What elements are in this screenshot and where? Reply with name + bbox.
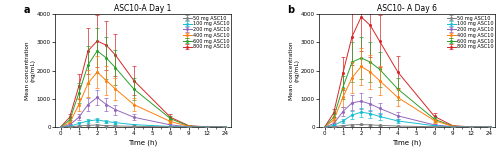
- Title: ASC10-A Day 1: ASC10-A Day 1: [114, 4, 172, 13]
- X-axis label: Time (h): Time (h): [128, 139, 158, 146]
- Text: a: a: [24, 5, 30, 15]
- Legend: 50 mg ASC10, 100 mg ASC10, 200 mg ASC10, 400 mg ASC10, 600 mg ASC10, 800 mg ASC1: 50 mg ASC10, 100 mg ASC10, 200 mg ASC10,…: [182, 15, 230, 50]
- X-axis label: Time (h): Time (h): [392, 139, 422, 146]
- Text: b: b: [288, 5, 294, 15]
- Title: ASC10- A Day 6: ASC10- A Day 6: [377, 4, 437, 13]
- Legend: 50 mg ASC10, 100 mg ASC10, 200 mg ASC10, 400 mg ASC10, 600 mg ASC10, 800 mg ASC1: 50 mg ASC10, 100 mg ASC10, 200 mg ASC10,…: [446, 15, 494, 50]
- Y-axis label: Mean concentration
(ng/mL): Mean concentration (ng/mL): [288, 41, 300, 100]
- Y-axis label: Mean concentration
(ng/mL): Mean concentration (ng/mL): [24, 41, 36, 100]
